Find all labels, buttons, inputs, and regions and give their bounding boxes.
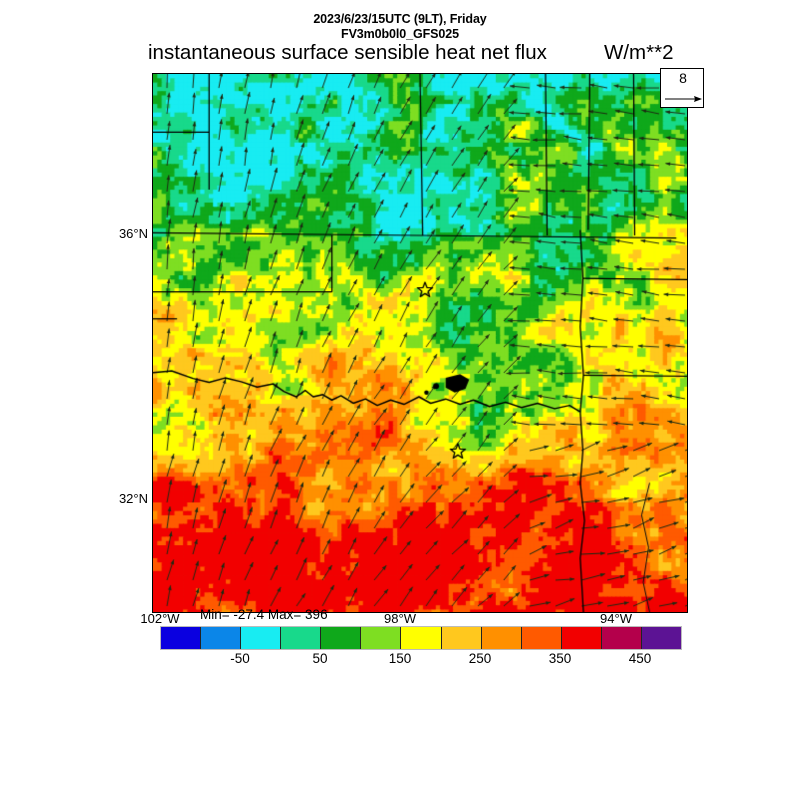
colorbar-tick-150: 150 — [388, 651, 412, 666]
colorbar-cell-3 — [281, 627, 322, 649]
lon-label-94w: 94°W — [600, 611, 632, 626]
colorbar-tick-250: 250 — [468, 651, 492, 666]
colorbar-cell-5 — [361, 627, 402, 649]
colorbar-cell-9 — [521, 627, 562, 649]
lat-label-36n: 36°N — [118, 226, 148, 241]
title-units: W/m**2 — [604, 41, 674, 64]
colorbar[interactable] — [160, 626, 682, 650]
colorbar-cell-12 — [641, 627, 682, 649]
colorbar-cell-4 — [321, 627, 362, 649]
colorbar-cell-1 — [201, 627, 242, 649]
map-plot-area[interactable] — [152, 73, 688, 613]
wind-legend-value: 8 — [679, 70, 687, 86]
colorbar-cell-7 — [441, 627, 482, 649]
title-timestamp: 2023/6/23/15UTC (9LT), Friday — [313, 12, 487, 26]
heatmap-canvas — [153, 74, 687, 612]
colorbar-cell-2 — [241, 627, 282, 649]
minmax-annotation: Min= -27.4 Max= 396 — [200, 607, 328, 622]
colorbar-cell-11 — [601, 627, 642, 649]
colorbar-tick-450: 450 — [628, 651, 652, 666]
colorbar-cell-10 — [561, 627, 602, 649]
page-title: instantaneous surface sensible heat net … — [148, 41, 547, 64]
lon-label-98w: 98°W — [384, 611, 416, 626]
colorbar-cell-0 — [161, 627, 202, 649]
title-model: FV3m0b0l0_GFS025 — [341, 27, 459, 41]
colorbar-cell-6 — [401, 627, 442, 649]
lat-label-32n: 32°N — [118, 491, 148, 506]
colorbar-tick--50: -50 — [230, 651, 250, 666]
right-arrow-icon — [665, 96, 702, 102]
colorbar-cell-8 — [481, 627, 522, 649]
colorbar-tick-50: 50 — [312, 651, 328, 666]
colorbar-tick-350: 350 — [548, 651, 572, 666]
lon-label-102w: 102°W — [140, 611, 180, 626]
wind-vector-legend: 8 — [660, 68, 704, 108]
